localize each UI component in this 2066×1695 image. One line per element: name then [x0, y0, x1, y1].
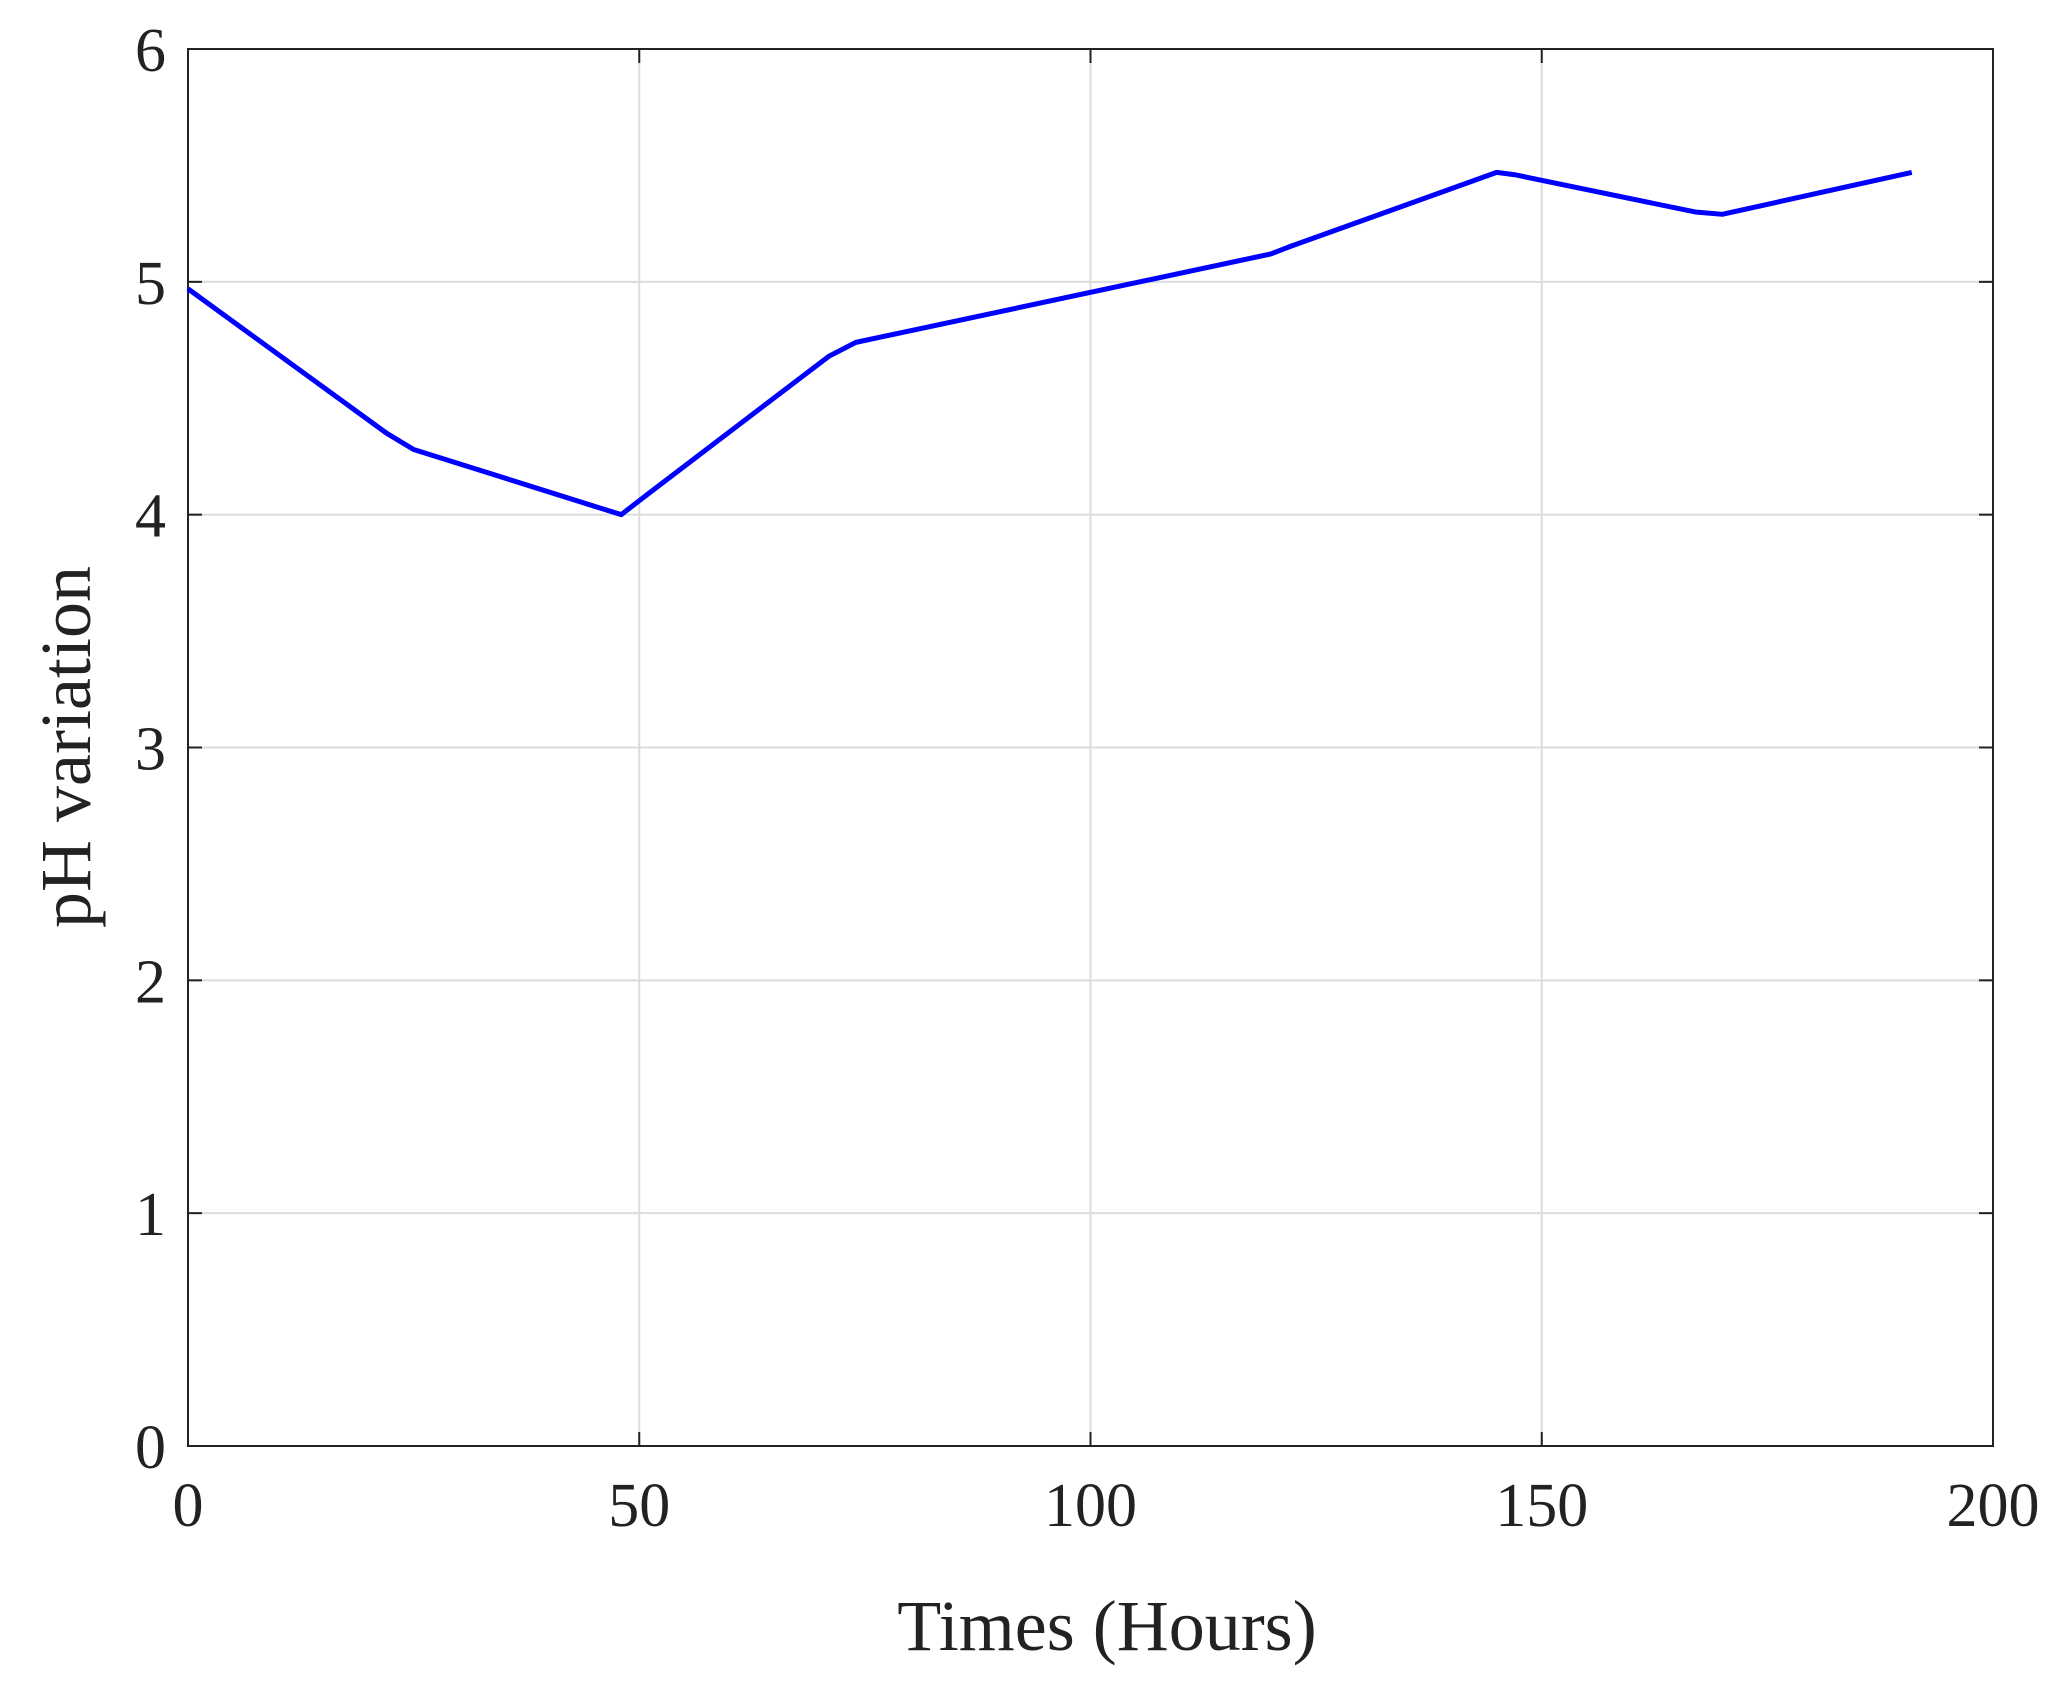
x-tick-label: 50	[608, 1472, 670, 1540]
x-tick-label: 100	[1044, 1472, 1137, 1540]
data-line	[186, 169, 1913, 518]
y-tick-label: 2	[135, 948, 166, 1016]
y-tick-label: 5	[135, 250, 166, 318]
y-tick-label: 4	[135, 483, 166, 551]
x-tick-label: 0	[173, 1472, 204, 1540]
x-tick-label: 200	[1947, 1472, 2040, 1540]
y-tick-label: 0	[135, 1414, 166, 1482]
x-axis-label: Times (Hours)	[897, 1586, 1316, 1666]
x-tick-label: 150	[1495, 1472, 1588, 1540]
y-tick-label: 6	[135, 17, 166, 85]
y-axis-label: pH variation	[26, 566, 106, 928]
y-tick-label: 1	[135, 1181, 166, 1249]
y-tick-label: 3	[135, 716, 166, 784]
plot-frame	[187, 48, 1994, 1447]
